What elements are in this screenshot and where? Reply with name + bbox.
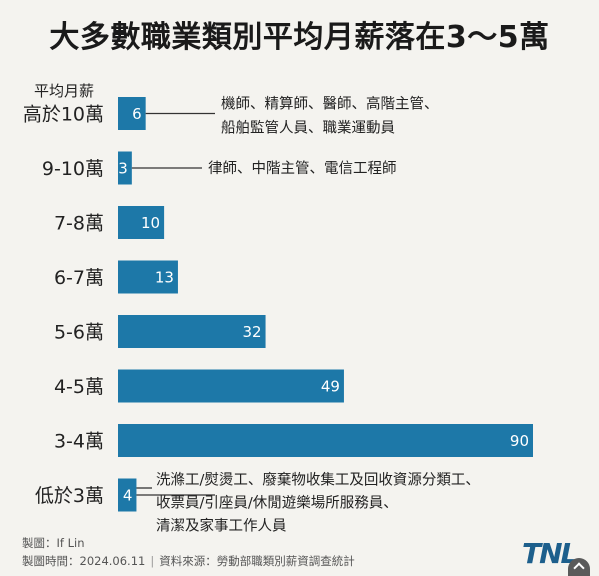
annotation-text-2-1: 收票員/引座員/休閒遊樂場所服務員、 xyxy=(156,495,398,512)
footer-maker: 製圖：If Lin xyxy=(22,536,85,550)
category-label-4: 5-6萬 xyxy=(54,322,104,344)
bar-1 xyxy=(118,151,132,185)
footer: 製圖：If Lin 製圖時間：2024.06.11 | 資料來源：勞動部職類別薪資調… xyxy=(22,534,355,570)
bar-5 xyxy=(118,369,344,403)
footer-source: 資料來源：勞動部職類別薪資調查統計 xyxy=(159,554,355,568)
scroll-to-top-button[interactable] xyxy=(568,558,590,576)
value-label-1: 3 xyxy=(118,160,128,178)
annotation-text-1-0: 律師、中階主管、電信工程師 xyxy=(208,160,397,177)
value-label-4: 32 xyxy=(242,323,261,341)
category-label-7: 低於3萬 xyxy=(35,485,104,507)
category-label-2: 7-8萬 xyxy=(54,213,104,235)
value-label-7: 4 xyxy=(123,487,133,505)
footer-date: 製圖時間：2024.06.11 xyxy=(22,554,146,568)
value-label-6: 90 xyxy=(510,432,529,450)
category-label-1: 9-10萬 xyxy=(42,158,104,180)
bar-6 xyxy=(118,424,533,457)
category-label-6: 3-4萬 xyxy=(54,431,104,453)
bar-7 xyxy=(118,478,137,512)
value-label-3: 13 xyxy=(155,269,174,287)
bar-4 xyxy=(118,315,266,348)
category-label-3: 6-7萬 xyxy=(54,267,104,289)
footer-date-source: 製圖時間：2024.06.11 | 資料來源：勞動部職類別薪資調查統計 xyxy=(22,554,355,568)
annotation-text-2-2: 清潔及家事工作人員 xyxy=(156,518,287,535)
bar-2 xyxy=(118,206,165,239)
bar-0 xyxy=(118,97,146,130)
category-label-0: 高於10萬 xyxy=(23,104,104,126)
y-axis-label: 平均月薪 xyxy=(34,82,95,100)
value-label-2: 10 xyxy=(141,214,160,232)
value-label-0: 6 xyxy=(132,105,142,123)
bar-3 xyxy=(118,260,178,294)
value-label-5: 49 xyxy=(321,378,340,396)
annotation-text-2-0: 洗滌工/熨燙工、廢棄物收集工及回收資源分類工、 xyxy=(156,471,480,489)
category-label-5: 4-5萬 xyxy=(54,376,104,398)
annotation-text-0-1: 船舶監管人員、職業運動員 xyxy=(221,120,395,137)
annotation-text-0-0: 機師、精算師、醫師、高階主管、 xyxy=(221,96,439,113)
chart-title: 大多數職業類別平均月薪落在3～5萬 xyxy=(49,20,550,55)
